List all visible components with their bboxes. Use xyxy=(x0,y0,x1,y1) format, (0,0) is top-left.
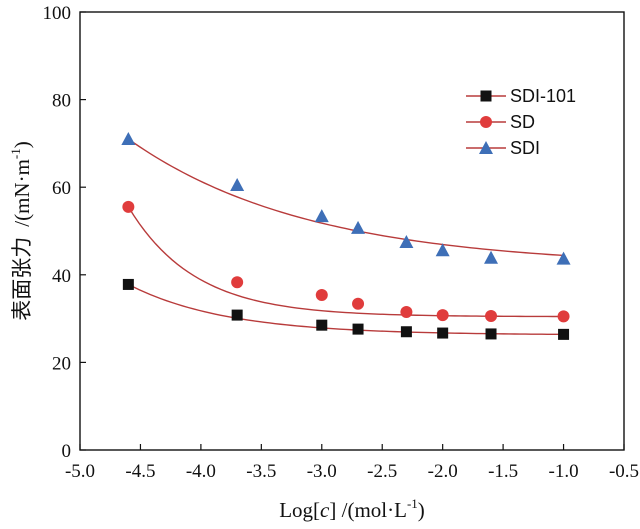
data-point-sdi-101 xyxy=(316,319,328,331)
x-tick-label: -2.0 xyxy=(428,461,458,482)
data-point-sdi xyxy=(484,250,499,264)
legend-item-sd: SD xyxy=(466,112,535,132)
data-point-sdi xyxy=(230,178,245,192)
legend-label-sdi: SDI xyxy=(510,138,540,158)
x-tick-label: -4.5 xyxy=(125,461,155,482)
data-point-sdi xyxy=(351,220,366,234)
data-point-sdi-101 xyxy=(437,327,449,339)
legend-label-sdi-101: SDI-101 xyxy=(510,86,576,106)
data-point-sdi xyxy=(556,251,571,265)
x-tick-label: -4.0 xyxy=(186,461,216,482)
x-tick-label: -1.5 xyxy=(488,461,518,482)
y-tick-label: 0 xyxy=(62,441,72,462)
x-axis-title: Log[c] /(mol·L-1) xyxy=(279,496,425,522)
legend-marker-triangle xyxy=(479,141,493,154)
data-point-sdi xyxy=(314,209,329,223)
y-tick-label: 100 xyxy=(43,3,72,24)
legend: SDI-101 SD SDI xyxy=(466,86,576,158)
data-point-sd xyxy=(315,288,328,301)
data-point-sdi-101 xyxy=(231,309,243,321)
data-point-sdi-101 xyxy=(558,328,570,340)
x-tick-label: -3.0 xyxy=(307,461,337,482)
y-tick-label: 20 xyxy=(52,353,71,374)
plot-area-frame xyxy=(79,11,625,451)
data-point-sd xyxy=(122,200,135,213)
data-point-sd xyxy=(485,309,498,322)
data-point-sdi xyxy=(121,132,136,146)
data-point-sd xyxy=(557,310,570,323)
data-point-sd xyxy=(231,276,244,289)
data-point-sdi-101 xyxy=(122,278,134,290)
x-axis-title-suffix: ] /(mol·L xyxy=(329,498,407,522)
data-point-sdi-101 xyxy=(352,323,364,335)
legend-label-sd: SD xyxy=(510,112,535,132)
y-tick-label: 40 xyxy=(52,266,71,287)
x-tick-label: -5.0 xyxy=(65,461,95,482)
x-axis-title-prefix: Log[ xyxy=(279,498,320,522)
data-point-sdi-101 xyxy=(400,326,412,338)
y-tick-label: 80 xyxy=(52,91,71,112)
y-tick-label: 60 xyxy=(52,178,71,199)
data-point-sdi-101 xyxy=(485,328,497,340)
x-axis-ticks: -5.0 -4.5 -4.0 -3.5 -3.0 -2.5 -2.0 -1.5 -1.0 -0.5 xyxy=(65,444,639,482)
legend-marker-circle xyxy=(480,116,492,128)
fit-lines xyxy=(127,138,564,336)
data-point-sd xyxy=(400,306,413,319)
fit-line-sdi-101 xyxy=(128,283,564,336)
x-tick-label: -2.5 xyxy=(367,461,397,482)
data-point-sdi xyxy=(435,243,450,257)
x-axis-title-superscript: -1 xyxy=(407,496,418,511)
x-axis-title-variable: c xyxy=(320,498,330,522)
legend-item-sdi-101: SDI-101 xyxy=(466,86,576,106)
y-axis-title-end: ) xyxy=(10,141,34,148)
legend-marker-square xyxy=(480,90,492,102)
y-axis-ticks: 0 20 40 60 80 100 xyxy=(43,3,86,462)
x-tick-label: -1.0 xyxy=(549,461,579,482)
legend-item-sdi: SDI xyxy=(466,138,540,158)
x-tick-label: -3.5 xyxy=(246,461,276,482)
fit-line-sdi xyxy=(127,138,564,257)
data-markers xyxy=(121,132,571,340)
y-axis-title-chinese: 表面张力 xyxy=(10,237,34,321)
fit-line-sd xyxy=(127,206,564,318)
y-axis-title-superscript: -1 xyxy=(8,148,23,159)
x-axis-title-end: ) xyxy=(418,498,425,522)
data-point-sd xyxy=(436,309,449,322)
y-axis-title: 表面张力 /(mN·m-1) xyxy=(8,141,34,321)
x-tick-label: -0.5 xyxy=(609,461,639,482)
data-point-sd xyxy=(352,297,365,310)
y-axis-title-unit: /(mN·m xyxy=(10,159,34,227)
data-point-sdi xyxy=(399,234,414,248)
